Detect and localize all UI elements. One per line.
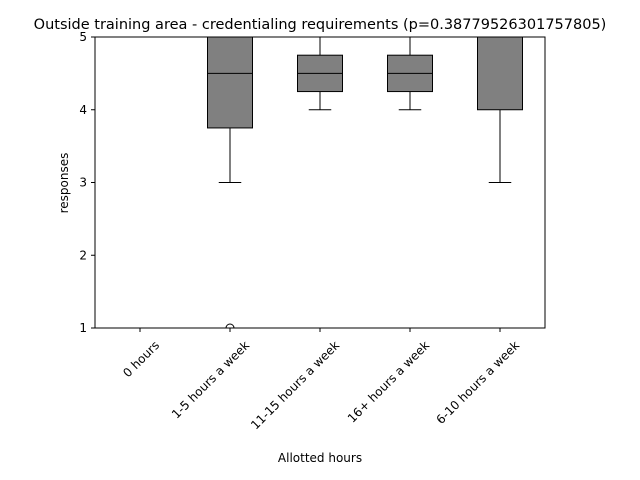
x-axis-label: Allotted hours (278, 451, 362, 465)
y-tick-label: 2 (79, 248, 87, 262)
chart-title: Outside training area - credentialing re… (34, 17, 607, 33)
y-tick-label: 4 (79, 103, 87, 117)
y-axis-label: responses (57, 153, 71, 214)
x-tick-label: 6-10 hours a week (434, 338, 523, 427)
x-tick-label: 16+ hours a week (345, 338, 432, 425)
x-tick-label: 0 hours (120, 338, 162, 380)
outlier-point (225, 323, 235, 328)
box-group (207, 37, 253, 328)
box-group (477, 37, 523, 183)
box (477, 37, 523, 111)
x-tick-label: 1-5 hours a week (169, 338, 252, 421)
y-tick-label: 3 (79, 176, 87, 190)
box-group (297, 37, 343, 111)
y-tick-label: 5 (79, 30, 87, 44)
box-group (387, 37, 433, 111)
y-tick-label: 1 (79, 321, 87, 335)
plot-area (117, 37, 523, 328)
box (207, 37, 253, 129)
x-tick-label: 11-15 hours a week (248, 338, 342, 432)
